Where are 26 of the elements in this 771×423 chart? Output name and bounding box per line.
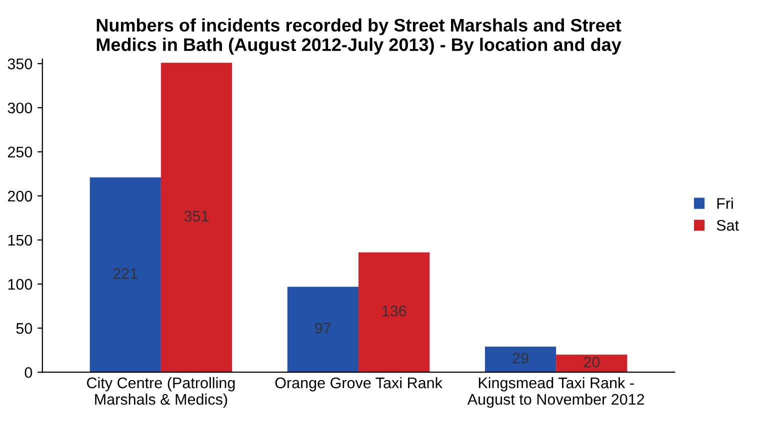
bar [484,346,556,372]
y-tick-label: 150 [8,234,32,246]
bar [556,354,628,372]
bar [287,286,359,372]
y-tick-label: 100 [8,278,32,290]
data-label: 20 [584,356,600,368]
legend-label: Fri [717,198,733,209]
bar [160,62,232,372]
data-label: 97 [315,322,331,334]
y-tick-label: 350 [8,58,32,70]
bar [358,252,430,372]
x-tick-label: City Centre (Patrolling Marshals & Medics) [87,377,235,408]
data-label: 221 [113,268,138,279]
data-label: 29 [512,352,528,364]
y-tick-label: 0 [24,367,32,378]
y-tick-label: 200 [8,190,32,202]
bar [90,177,161,372]
y-tick-label: 50 [16,323,32,334]
chart-title: Numbers of incidents recorded by Street Marshals and Street Medics in Bath (August 2012-July 2013) - By location and day [96,18,622,55]
y-tick-label: 300 [8,102,32,114]
data-label: 136 [382,306,406,316]
y-tick-label: 250 [8,146,32,158]
legend-label: Sat [716,220,739,231]
x-tick-label: Orange Grove Taxi Rank [275,377,442,392]
data-label: 351 [184,210,209,222]
x-tick-label: Kingsmead Taxi Rank - August to November 2012 [467,377,644,408]
